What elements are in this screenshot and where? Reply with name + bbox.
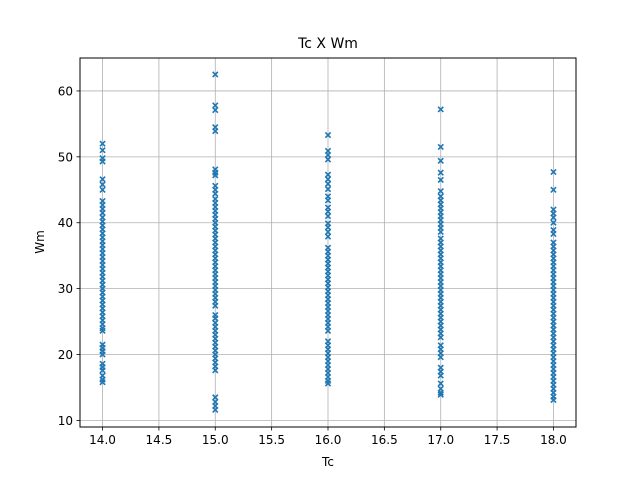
data-point [99,158,106,165]
data-point [437,372,444,379]
data-point [212,71,219,78]
data-point [550,186,557,193]
data-point [212,315,219,322]
x-tick-label: 15.0 [202,433,229,447]
data-point [324,176,332,183]
data-point [437,380,444,387]
data-point [212,367,219,374]
data-point [99,140,106,147]
data-point [324,180,332,188]
data-point [437,228,444,236]
data-point [99,147,106,154]
data-point [437,334,444,341]
x-tick-label: 14.5 [146,433,173,447]
y-axis-ticks: 10 20 30 40 50 60 [58,84,80,428]
data-point [437,187,444,195]
series-group [212,71,219,414]
x-tick-label: 16.0 [315,433,342,447]
y-tick-label: 30 [58,282,73,296]
data-point [324,185,332,193]
series-group [324,131,332,387]
chart-title: Tc X Wm [297,36,358,52]
data-point [324,131,332,139]
data-point [212,406,219,414]
data-point [437,157,444,164]
data-point [550,396,557,404]
y-tick-label: 10 [58,414,73,428]
data-point [437,389,444,396]
data-point [324,208,332,215]
data-point [437,143,444,151]
data-point [99,327,106,334]
data-point [212,302,219,309]
x-tick-label: 15.5 [258,433,285,447]
data-point [212,106,219,114]
x-tick-label: 17.5 [484,433,511,447]
data-point [324,233,332,240]
y-axis-label: Wm [33,230,47,254]
data-point [550,168,557,176]
x-axis-ticks: 14.0 14.5 15.0 15.5 16.0 16.5 17.0 17.5 18.0 [89,427,567,447]
y-tick-label: 40 [58,216,73,230]
data-point [550,219,557,226]
y-tick-label: 60 [58,84,73,98]
data-point [437,176,444,184]
data-point [99,351,106,358]
data-point [99,367,106,374]
data-point [99,186,106,193]
data-point [437,391,444,398]
data-point [212,127,219,135]
series-group [437,106,444,398]
data-point [550,230,557,238]
series-group [99,140,106,386]
data-point [437,169,444,176]
data-point [437,353,444,361]
data-point [324,151,332,159]
data-points [99,71,557,414]
data-point [99,181,106,188]
data-point [550,214,557,221]
x-tick-label: 16.5 [371,433,398,447]
data-point [324,171,332,178]
data-point [324,212,332,220]
data-point [212,102,219,109]
data-point [324,380,332,387]
data-point [324,197,332,204]
data-point [324,228,332,236]
data-point [437,106,444,113]
x-axis-label: Tc [321,455,334,469]
data-point [212,394,219,401]
x-tick-label: 17.0 [427,433,454,447]
data-point [212,190,219,197]
y-tick-label: 50 [58,150,73,164]
y-tick-label: 20 [58,348,73,362]
data-point [99,379,106,386]
data-point [324,224,332,231]
x-tick-label: 18.0 [540,433,567,447]
x-tick-label: 14.0 [89,433,116,447]
data-point [99,209,106,217]
series-group [550,168,557,404]
data-point [324,327,332,334]
data-point [212,172,219,179]
data-point [99,176,106,183]
data-point [324,156,332,163]
